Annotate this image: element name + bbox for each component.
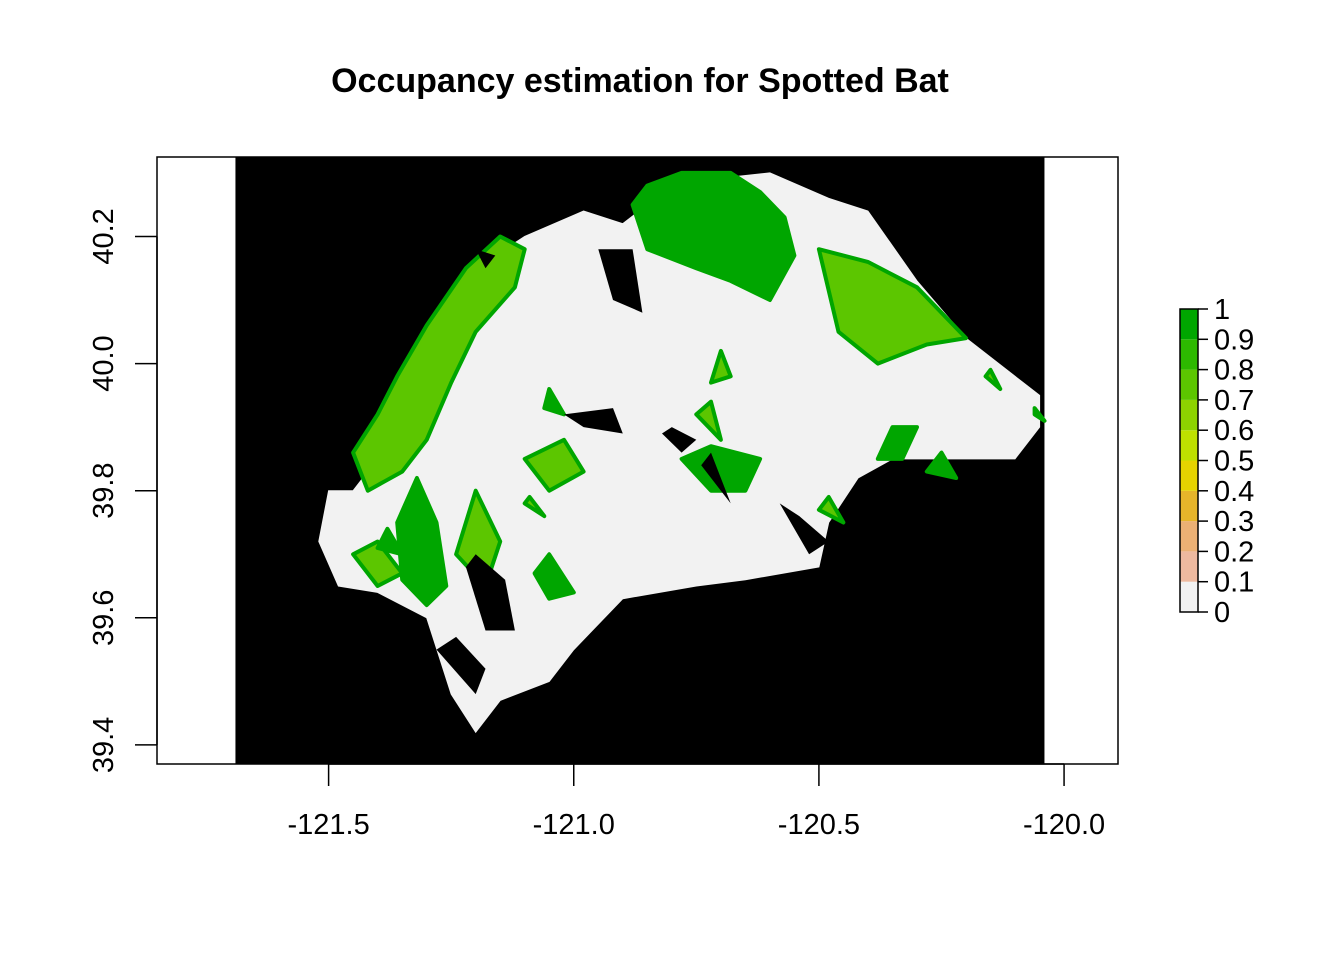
legend-color-swatch (1180, 521, 1198, 551)
legend-color-swatch (1180, 582, 1198, 612)
y-tick-label: 40.2 (88, 208, 120, 264)
legend-tick-label: 0.9 (1214, 324, 1254, 356)
legend-color-swatch (1180, 461, 1198, 491)
legend-tick-label: 0.4 (1214, 476, 1254, 508)
x-tick-label: -121.5 (287, 809, 369, 841)
legend-tick-label: 0.7 (1214, 385, 1254, 417)
legend-color-swatch (1180, 370, 1198, 400)
legend-tick-label: 0.8 (1214, 355, 1254, 387)
x-tick-label: -121.0 (533, 809, 615, 841)
legend-color-swatch (1180, 309, 1198, 339)
legend-color-swatch (1180, 551, 1198, 581)
y-axis: 39.4 39.6 39.8 40.0 40.2 (88, 208, 157, 773)
legend-tick-label: 0.3 (1214, 506, 1254, 538)
legend-tick-label: 0.1 (1214, 567, 1254, 599)
legend: 00.10.20.30.40.50.60.70.80.91 (1180, 294, 1254, 629)
x-axis: -121.5 -121.0 -120.5 -120.0 (287, 764, 1105, 841)
y-tick-label: 39.8 (88, 462, 120, 518)
y-tick-label: 40.0 (88, 335, 120, 391)
legend-tick-label: 0 (1214, 597, 1230, 629)
x-tick-label: -120.0 (1023, 809, 1105, 841)
chart-title: Occupancy estimation for Spotted Bat (331, 62, 949, 100)
legend-color-swatch (1180, 430, 1198, 460)
legend-color-swatch (1180, 339, 1198, 369)
legend-tick-label: 0.6 (1214, 415, 1254, 447)
y-tick-label: 39.4 (88, 717, 120, 773)
legend-tick-label: 0.2 (1214, 536, 1254, 568)
plot-area (157, 157, 1118, 764)
legend-tick-label: 0.5 (1214, 446, 1254, 478)
y-tick-label: 39.6 (88, 590, 120, 646)
legend-color-swatch (1180, 400, 1198, 430)
x-tick-label: -120.5 (778, 809, 860, 841)
legend-color-swatch (1180, 491, 1198, 521)
legend-tick-label: 1 (1214, 294, 1230, 326)
